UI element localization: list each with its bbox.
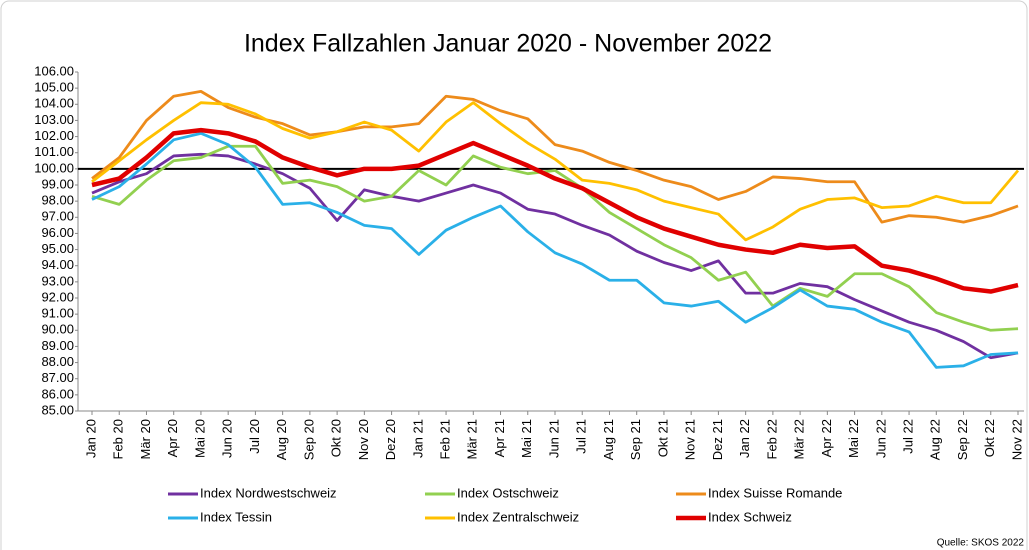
x-tick-label: Apr 20 [165,419,180,457]
y-tick-label: 90.00 [41,322,74,337]
legend-label: Index Nordwestschweiz [200,485,337,500]
x-tick-label: Jan 21 [410,419,425,458]
y-tick-label: 93.00 [41,273,74,288]
y-tick-label: 97.00 [41,209,74,224]
legend-label: Index Schweiz [708,509,792,524]
x-tick-label: Okt 21 [655,419,670,457]
series-line [91,127,1019,294]
y-tick-label: 101.00 [34,144,74,159]
x-tick-label: Jul 20 [247,419,262,454]
y-tick-label: 94.00 [41,257,74,272]
x-tick-label: Dez 21 [710,419,725,460]
x-tick-label: Jun 20 [220,419,235,458]
y-tick-label: 100.00 [34,160,74,175]
x-tick-label: Aug 22 [928,419,943,460]
y-tick-label: 96.00 [41,225,74,240]
source: Quelle: SKOS 2022 [937,538,1025,549]
series-line [91,144,1019,332]
y-tick-label: 95.00 [41,241,74,256]
y-tick-label: 105.00 [34,80,74,95]
y-tick-label: 99.00 [41,176,74,191]
chart-title: Index Fallzahlen Januar 2020 - November … [244,30,772,58]
y-tick-label: 91.00 [41,306,74,321]
x-tick-label: Nov 21 [683,419,698,460]
x-tick-label: Feb 21 [437,419,452,459]
y-tick-label: 85.00 [41,402,74,417]
y-tick-label: 87.00 [41,370,74,385]
y-tick-label: 104.00 [34,96,74,111]
x-tick-label: Dez 20 [383,419,398,460]
legend-label: Index Suisse Romande [708,485,842,500]
y-tick-label: 86.00 [41,386,74,401]
x-tick-label: Sep 22 [955,419,970,460]
y-tick-label: 102.00 [34,128,74,143]
x-tick-label: Sep 21 [628,419,643,460]
x-tick-label: Mai 21 [519,419,534,458]
x-tick-label: Mai 20 [192,419,207,458]
x-tick-label: Sep 20 [301,419,316,460]
series-line [91,89,1019,224]
x-tick-label: Okt 22 [982,419,997,457]
y-tick-label: 88.00 [41,354,74,369]
legend-label: Index Zentralschweiz [457,509,579,524]
x-tick-label: Apr 22 [819,419,834,457]
x-tick-label: Mai 22 [846,419,861,458]
x-tick-label: Aug 20 [274,419,289,460]
y-tick-label: 103.00 [34,112,74,127]
legend-label: Index Ostschweiz [457,485,559,500]
y-tick-label: 92.00 [41,289,74,304]
x-tick-label: Feb 22 [764,419,779,459]
x-tick-label: Apr 21 [492,419,507,457]
y-tick-label: 106.00 [34,63,74,78]
x-tick-label: Jan 22 [737,419,752,458]
x-tick-label: Jan 20 [83,419,98,458]
x-tick-label: Jul 22 [900,419,915,454]
x-tick-label: Jul 21 [574,419,589,454]
series-line [91,131,1019,369]
x-tick-label: Mär 21 [465,419,480,459]
x-tick-label: Feb 20 [111,419,126,459]
x-tick-label: Nov 20 [356,419,371,460]
y-tick-label: 98.00 [41,193,74,208]
x-tick-label: Aug 21 [601,419,616,460]
y-tick-label: 89.00 [41,338,74,353]
legend-label: Index Tessin [200,509,272,524]
x-tick-label: Jun 21 [546,419,561,458]
x-tick-label: Nov 22 [1009,419,1024,460]
x-tick-label: Mär 22 [792,419,807,459]
series-line [91,101,1020,242]
x-tick-label: Mär 20 [138,419,153,459]
x-tick-label: Okt 20 [329,419,344,457]
x-tick-label: Jun 22 [873,419,888,458]
